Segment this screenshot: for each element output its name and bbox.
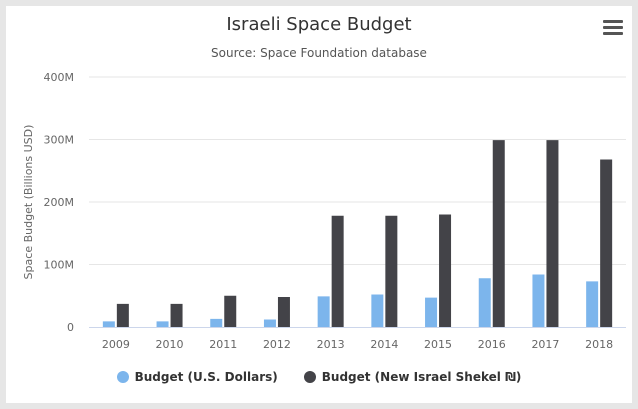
bar-usd-2013[interactable]: [317, 296, 330, 327]
chart-title: Israeli Space Budget: [226, 14, 412, 35]
chart-subtitle: Source: Space Foundation database: [211, 46, 427, 60]
x-tick-label: 2014: [370, 338, 398, 351]
x-tick-label: 2018: [585, 338, 613, 351]
y-tick-label: 400M: [44, 71, 75, 84]
x-tick-label: 2010: [156, 338, 184, 351]
chart-legend: Budget (U.S. Dollars) Budget (New Israel…: [6, 370, 632, 384]
chart-plot: 0 100M 200M 300M 400M 2009 2010 2011 2012 2013 201…: [22, 71, 626, 351]
legend-swatch-usd: [116, 371, 129, 383]
x-tick-label: 2013: [317, 338, 345, 351]
bar-nis-2013[interactable]: [331, 215, 344, 327]
bar-nis-2010[interactable]: [170, 303, 183, 327]
y-axis-label: Space Budget (Billions USD): [22, 125, 35, 280]
bar-nis-2009[interactable]: [116, 303, 129, 327]
bar-nis-2018[interactable]: [600, 159, 613, 328]
y-tick-label: 100M: [44, 259, 75, 272]
legend-label-usd: Budget (U.S. Dollars): [134, 370, 278, 384]
x-tick-label: 2011: [209, 338, 237, 351]
bar-nis-2012[interactable]: [277, 297, 290, 327]
legend-item-usd[interactable]: Budget (U.S. Dollars): [116, 370, 278, 384]
y-tick-label: 200M: [44, 196, 75, 209]
bar-usd-2016[interactable]: [478, 278, 491, 327]
bar-nis-2014[interactable]: [385, 215, 398, 327]
bar-usd-2014[interactable]: [371, 294, 384, 328]
bar-nis-2015[interactable]: [439, 214, 452, 328]
x-tick-label: 2009: [102, 338, 130, 351]
legend-item-nis[interactable]: Budget (New Israel Shekel ₪): [303, 370, 522, 384]
bar-nis-2011[interactable]: [224, 295, 237, 327]
bar-usd-2018[interactable]: [586, 281, 599, 327]
y-tick-label: 0: [67, 321, 74, 334]
legend-label-nis: Budget (New Israel Shekel ₪): [321, 370, 522, 384]
bar-usd-2017[interactable]: [532, 274, 545, 328]
x-tick-label: 2016: [478, 338, 506, 351]
bar-usd-2015[interactable]: [425, 297, 438, 327]
bar-usd-2009[interactable]: [102, 321, 115, 327]
bar-nis-2016[interactable]: [492, 140, 505, 327]
y-tick-label: 300M: [44, 134, 75, 147]
bar-usd-2011[interactable]: [210, 318, 223, 327]
hamburger-menu-icon[interactable]: [603, 20, 623, 36]
x-tick-label: 2017: [531, 338, 559, 351]
bar-nis-2017[interactable]: [546, 140, 559, 327]
x-tick-label: 2015: [424, 338, 452, 351]
chart-card: Israeli Space Budget Source: Space Found…: [6, 6, 632, 403]
bar-usd-2012[interactable]: [263, 319, 276, 328]
bar-usd-2010[interactable]: [156, 321, 169, 327]
x-tick-label: 2012: [263, 338, 291, 351]
legend-swatch-nis: [303, 371, 316, 383]
